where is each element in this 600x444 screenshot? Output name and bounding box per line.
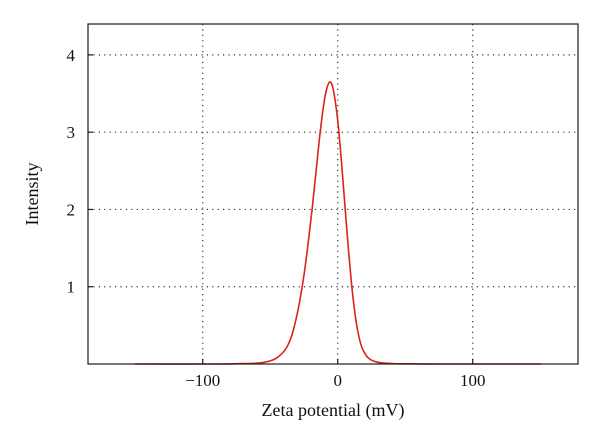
series-layer bbox=[134, 81, 541, 365]
y-tick-label: 4 bbox=[67, 46, 76, 65]
series-line bbox=[134, 81, 541, 365]
y-axis-title: Intensity bbox=[22, 163, 42, 226]
x-tick-label: −100 bbox=[185, 371, 220, 390]
tick-marks bbox=[88, 54, 474, 364]
y-tick-label: 1 bbox=[67, 278, 76, 297]
tick-labels: −100 0 100 1 2 3 4 bbox=[67, 46, 486, 390]
y-tick-label: 3 bbox=[67, 123, 76, 142]
y-tick-label: 2 bbox=[67, 200, 76, 219]
plot-frame bbox=[87, 23, 579, 365]
x-tick-label: 100 bbox=[460, 371, 486, 390]
gridlines bbox=[88, 24, 578, 364]
x-tick-label: 0 bbox=[333, 371, 342, 390]
x-axis-title: Zeta potential (mV) bbox=[262, 400, 405, 421]
